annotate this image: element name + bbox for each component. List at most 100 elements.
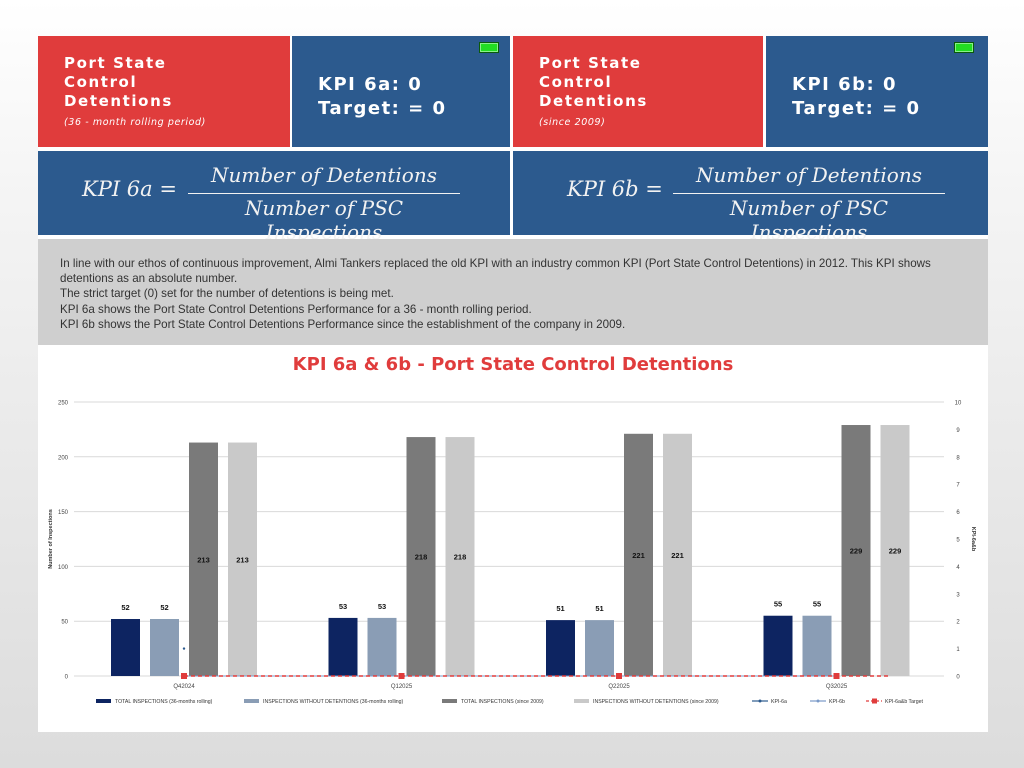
legend-swatch xyxy=(244,699,259,703)
kpi-6a-formula: KPI 6a = Number of Detentions Number of … xyxy=(38,151,510,244)
kpi-6b-label: KPI 6b: 0 xyxy=(792,74,898,95)
bar-2 xyxy=(585,620,614,676)
x-tick-label: Q42024 xyxy=(173,684,195,690)
tile-title: Port State Control Detentions xyxy=(539,54,648,110)
status-led-icon xyxy=(954,42,974,53)
y2-tick-label: 1 xyxy=(956,647,960,653)
kpi-6a-tile: KPI 6a: 0 Target: = 0 xyxy=(292,36,510,147)
y-tick-label: 0 xyxy=(65,675,69,681)
bar-2 xyxy=(367,617,397,676)
y2-tick-label: 9 xyxy=(956,428,960,434)
y2-tick-label: 6 xyxy=(956,510,960,516)
x-tick-label: Q12025 xyxy=(391,684,413,690)
bar-2 xyxy=(802,615,832,676)
bar-3 xyxy=(841,425,871,676)
legend-label: TOTAL INSPECTIONS (36-months rolling) xyxy=(115,699,213,705)
y-tick-label: 50 xyxy=(61,620,68,626)
description-paragraph: The strict target (0) set for the number… xyxy=(60,287,394,301)
y-axis-label: Number of Inspections xyxy=(48,509,54,569)
fraction-bar xyxy=(673,193,945,194)
data-label: 55 xyxy=(774,600,782,609)
legend-label: INSPECTIONS WITHOUT DETENTIONS (36-month… xyxy=(263,699,404,705)
data-label: 229 xyxy=(889,547,902,556)
data-label: 229 xyxy=(850,547,863,556)
legend-swatch xyxy=(574,699,589,703)
tile-subtitle: (since 2009) xyxy=(539,117,606,128)
bar-1 xyxy=(328,617,358,676)
bar-4 xyxy=(228,442,257,676)
description-panel: In line with our ethos of continuous imp… xyxy=(38,239,988,345)
bar-4 xyxy=(880,425,910,676)
bar-3 xyxy=(189,442,218,676)
formula-lhs: KPI 6b = xyxy=(567,177,663,201)
bar-1 xyxy=(763,615,793,676)
legend-label: KPI-6b xyxy=(829,699,845,705)
kpi-6a-value: KPI 6a: 0 Target: = 0 xyxy=(318,73,447,121)
data-label: 221 xyxy=(671,551,684,560)
kpi-6b-target: Target: = 0 xyxy=(792,98,921,119)
data-label: 218 xyxy=(454,553,467,562)
y-tick-label: 250 xyxy=(58,401,69,407)
y2-tick-label: 5 xyxy=(956,538,960,544)
legend-label: TOTAL INSPECTIONS (since 2009) xyxy=(461,699,544,705)
legend-label: KPI-6a&b Target xyxy=(885,699,924,705)
tile-subtitle: (36 - month rolling period) xyxy=(64,117,206,128)
formula-denominator: Number of PSC Inspections xyxy=(729,196,889,244)
y-tick-label: 100 xyxy=(58,565,69,571)
chart-title: KPI 6a & 6b - Port State Control Detenti… xyxy=(292,354,734,375)
legend-marker xyxy=(758,699,762,703)
y-tick-label: 150 xyxy=(58,510,69,516)
data-label: 213 xyxy=(197,555,210,564)
legend-marker xyxy=(872,698,877,704)
legend-label: INSPECTIONS WITHOUT DETENTIONS (since 20… xyxy=(593,699,719,705)
formula-numerator: Number of Detentions xyxy=(696,163,922,187)
y-tick-label: 200 xyxy=(58,455,69,461)
report-page: Port State Control Detentions (36 - mont… xyxy=(38,36,988,732)
bar-1 xyxy=(546,620,575,676)
kpi-target-marker xyxy=(398,673,405,679)
kpi-6b-formula: KPI 6b = Number of Detentions Number of … xyxy=(513,151,988,244)
y2-tick-label: 4 xyxy=(956,565,960,571)
kpi-6a-point xyxy=(182,647,186,650)
y2-tick-label: 10 xyxy=(955,401,962,407)
detentions-chart: 0 50 100 150 200 250 0 1 2 3 4 5 6 7 8 9 10 Number of Ins… xyxy=(48,401,976,706)
y2-tick-label: 8 xyxy=(956,455,960,461)
kpi-target-marker xyxy=(833,673,840,679)
bar-3 xyxy=(406,437,436,676)
fraction-bar xyxy=(188,193,460,194)
data-label: 52 xyxy=(121,603,129,612)
data-label: 53 xyxy=(339,602,347,611)
data-label: 52 xyxy=(160,603,168,612)
y2-tick-label: 0 xyxy=(956,675,960,681)
psc-detentions-6b-tile: Port State Control Detentions (since 200… xyxy=(513,36,763,147)
psc-detentions-6a-tile: Port State Control Detentions (36 - mont… xyxy=(38,36,290,147)
data-label: 51 xyxy=(595,604,603,613)
bar-4 xyxy=(663,433,692,676)
tile-title: Port State Control Detentions xyxy=(64,54,173,110)
x-tick-label: Q32025 xyxy=(826,684,848,690)
data-label: 51 xyxy=(556,604,564,613)
status-led-icon xyxy=(479,42,499,53)
bar-1 xyxy=(111,619,140,676)
kpi-6b-tile: KPI 6b: 0 Target: = 0 xyxy=(766,36,988,147)
bar-3 xyxy=(624,433,653,676)
data-label: 221 xyxy=(632,551,645,560)
data-label: 218 xyxy=(415,553,428,562)
kpi-6a-label: KPI 6a: 0 xyxy=(318,74,423,95)
description-paragraph: KPI 6a shows the Port State Control Dete… xyxy=(60,302,532,316)
legend-label: KPI-6a xyxy=(771,699,787,705)
formula-numerator: Number of Detentions xyxy=(211,163,437,187)
bar-2 xyxy=(150,619,179,676)
kpi-6b-value: KPI 6b: 0 Target: = 0 xyxy=(792,73,921,121)
x-tick-label: Q22025 xyxy=(608,684,630,690)
kpi-6a-target: Target: = 0 xyxy=(318,98,447,119)
formula-lhs: KPI 6a = xyxy=(82,177,177,201)
data-label: 53 xyxy=(378,602,386,611)
description-paragraph: In line with our ethos of continuous imp… xyxy=(60,257,931,286)
bar-4 xyxy=(445,437,475,676)
kpi-target-marker xyxy=(181,673,187,679)
kpi-target-marker xyxy=(616,673,622,679)
data-label: 213 xyxy=(236,555,249,564)
y2-tick-label: 2 xyxy=(956,620,960,626)
formula-denominator: Number of PSC Inspections xyxy=(244,196,404,244)
